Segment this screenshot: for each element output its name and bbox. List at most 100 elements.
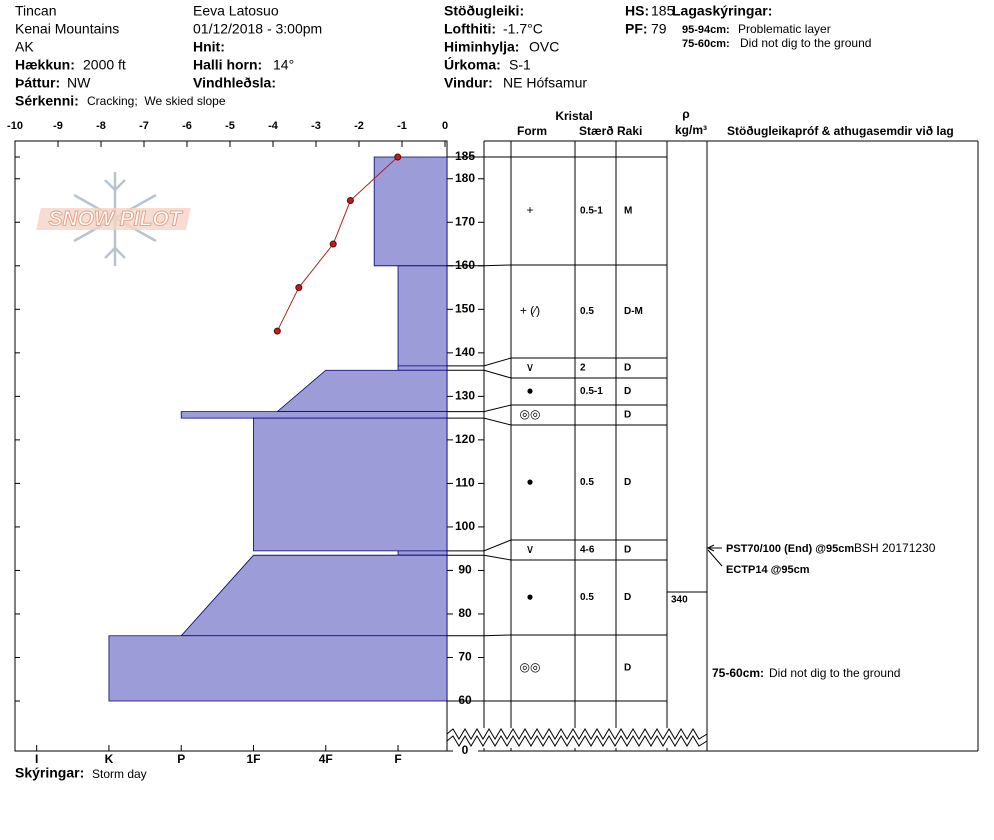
stability-label: Stöðugleiki:	[444, 3, 524, 19]
y-tick-label: 70	[458, 650, 472, 664]
notes: Storm day	[92, 767, 147, 781]
grain-size: 0.5	[580, 592, 594, 603]
slope-label: Halli horn:	[193, 57, 262, 73]
column-header: Stærð	[579, 124, 614, 138]
legend-range: 95-94cm:	[682, 24, 730, 36]
grain-form: ◎◎	[520, 660, 541, 674]
legend-title: Lagaskýringar:	[672, 3, 772, 19]
y-tick-label: 150	[455, 301, 475, 315]
hs-label: HS:	[625, 3, 649, 19]
y-tick-label: 130	[455, 389, 475, 403]
layer-connector	[447, 417, 667, 426]
range: Kenai Mountains	[15, 21, 119, 37]
test-result: ECTP14 @95cm	[726, 564, 810, 576]
hardness-tick-label: I	[35, 752, 38, 766]
x-tick-label: -6	[182, 120, 192, 132]
datetime: 01/12/2018 - 3:00pm	[193, 21, 322, 37]
test-arrow	[706, 544, 723, 567]
wind-loading-label: Vindhleðsla:	[193, 75, 276, 91]
grain-form: ∨	[526, 360, 535, 374]
grain-size: 4-6	[580, 545, 595, 556]
moisture: D	[624, 386, 631, 397]
axis-break	[446, 735, 708, 747]
test-note: BSH 20171230	[854, 541, 936, 555]
hs: 185	[651, 3, 675, 19]
elevation: 2000 ft	[83, 57, 126, 73]
axis-break-gap	[448, 728, 706, 748]
location: Tincan	[15, 3, 57, 19]
grain-form: + (⁄)	[520, 304, 540, 318]
grain-form: ●	[526, 475, 533, 489]
moisture: D	[624, 477, 631, 488]
x-tick-label: -1	[397, 120, 407, 132]
state: AK	[15, 39, 34, 55]
hardness-layer	[180, 554, 448, 637]
aspect: NW	[67, 75, 91, 91]
temperature-point	[394, 153, 402, 161]
grain-form: ●	[526, 590, 533, 604]
grain-size: 0.5	[580, 477, 594, 488]
y-tick-label: 180	[455, 171, 475, 185]
hardness-layer	[253, 417, 448, 552]
sky-label: Himinhylja:	[444, 39, 519, 55]
layer-connector	[447, 369, 667, 379]
grain-form: +	[526, 203, 533, 217]
y-tick-label: 185	[455, 149, 475, 163]
column-header: Form	[517, 124, 547, 138]
sky: OVC	[529, 39, 559, 55]
hardness-tick-label: 1F	[246, 752, 260, 766]
precip: S-1	[509, 57, 531, 73]
temperature-point	[346, 197, 354, 205]
column-header: Raki	[617, 124, 642, 138]
pf-label: PF:	[625, 21, 648, 37]
column-header: ρ	[682, 107, 689, 121]
moisture: D	[624, 363, 631, 374]
slope: 14°	[273, 57, 294, 73]
layer-connector	[447, 554, 667, 561]
column-header: kg/m³	[675, 123, 707, 137]
density: 340	[671, 595, 688, 606]
x-tick-label: -2	[354, 120, 364, 132]
x-tick-label: -8	[96, 120, 106, 132]
legend-text: Did not dig to the ground	[740, 36, 871, 50]
grain-form: ◎◎	[520, 407, 541, 421]
observer: Eeva Latosuo	[193, 3, 279, 19]
moisture: D	[624, 592, 631, 603]
precip-label: Úrkoma:	[444, 56, 501, 73]
air-temp-label: Lofthiti:	[444, 21, 496, 37]
axis-break	[446, 728, 708, 740]
grain-size: 0.5	[580, 306, 594, 317]
test-result: PST70/100 (End) @95cm	[726, 543, 854, 555]
legend-text: Problematic layer	[738, 22, 831, 36]
layer-connector	[447, 539, 667, 552]
wind: NE Hófsamur	[503, 75, 587, 91]
hardness-tick-label: P	[177, 752, 185, 766]
hardness-tick-label: F	[394, 752, 401, 766]
layer-connector	[447, 264, 667, 267]
x-tick-label: -9	[53, 120, 63, 132]
moisture: D-M	[624, 306, 643, 317]
moisture: D	[624, 410, 631, 421]
temperature-point	[295, 284, 303, 292]
coords-label: Hnit:	[193, 39, 225, 55]
comment-text: Did not dig to the ground	[769, 666, 900, 680]
air-temp: -1.7°C	[503, 21, 543, 37]
notes-label: Skýringar:	[15, 765, 84, 781]
column-header: Stöðugleikapróf & athugasemdir við lag	[727, 124, 954, 138]
comment-range: 75-60cm:	[712, 666, 764, 680]
temperature-point	[329, 240, 337, 248]
column-header: Kristal	[555, 109, 592, 123]
x-tick-label: -10	[7, 120, 23, 132]
x-tick-label: -4	[268, 120, 279, 132]
layer-connector	[447, 634, 667, 637]
y-tick-label: 160	[455, 258, 475, 272]
hardness-layer	[276, 369, 448, 412]
hardness-tick-label: 4F	[319, 752, 333, 766]
wind-label: Vindur:	[444, 75, 493, 91]
legend-range: 75-60cm:	[682, 38, 730, 50]
moisture: M	[624, 206, 632, 217]
x-tick-label: 0	[442, 120, 448, 132]
grain-form: ●	[526, 384, 533, 398]
moisture: D	[624, 663, 631, 674]
